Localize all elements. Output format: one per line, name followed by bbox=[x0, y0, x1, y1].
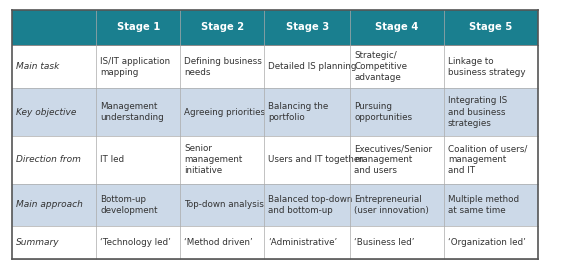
Bar bbox=[444, 45, 538, 88]
Bar bbox=[350, 184, 444, 226]
Text: ‘Method driven’: ‘Method driven’ bbox=[184, 238, 253, 247]
Text: Executives/Senior
management
and users: Executives/Senior management and users bbox=[354, 144, 433, 176]
Bar bbox=[264, 88, 350, 136]
Bar bbox=[96, 184, 180, 226]
Bar bbox=[180, 88, 264, 136]
Text: ‘Technology led’: ‘Technology led’ bbox=[100, 238, 171, 247]
Text: Stage 1: Stage 1 bbox=[117, 22, 160, 32]
Text: Summary: Summary bbox=[16, 238, 60, 247]
Text: Integrating IS
and business
strategies: Integrating IS and business strategies bbox=[448, 96, 507, 128]
Bar bbox=[180, 184, 264, 226]
Text: Stage 3: Stage 3 bbox=[286, 22, 329, 32]
Bar bbox=[12, 136, 96, 184]
Text: Top-down analysis: Top-down analysis bbox=[184, 200, 264, 209]
Text: Senior
management
initiative: Senior management initiative bbox=[184, 144, 243, 176]
Text: Detailed IS planning: Detailed IS planning bbox=[268, 62, 357, 71]
Bar bbox=[96, 226, 180, 259]
Bar bbox=[12, 88, 96, 136]
Text: Users and IT together: Users and IT together bbox=[268, 155, 363, 164]
Bar bbox=[444, 10, 538, 45]
Bar bbox=[444, 184, 538, 226]
Text: Defining business
needs: Defining business needs bbox=[184, 57, 262, 77]
Text: Multiple method
at same time: Multiple method at same time bbox=[448, 195, 519, 215]
Bar bbox=[180, 136, 264, 184]
Bar bbox=[264, 226, 350, 259]
Bar bbox=[96, 136, 180, 184]
Text: Direction from: Direction from bbox=[16, 155, 81, 164]
Text: ‘Business led’: ‘Business led’ bbox=[354, 238, 415, 247]
Bar bbox=[264, 136, 350, 184]
Bar bbox=[264, 10, 350, 45]
Bar bbox=[12, 10, 96, 45]
Bar bbox=[96, 45, 180, 88]
Bar bbox=[96, 88, 180, 136]
Bar bbox=[444, 136, 538, 184]
Bar bbox=[264, 45, 350, 88]
Text: Stage 4: Stage 4 bbox=[375, 22, 419, 32]
Bar bbox=[264, 184, 350, 226]
Bar bbox=[96, 10, 180, 45]
Text: Key objective: Key objective bbox=[16, 108, 77, 117]
Bar bbox=[180, 45, 264, 88]
Bar bbox=[350, 88, 444, 136]
Text: Management
understanding: Management understanding bbox=[100, 102, 164, 122]
Text: Main approach: Main approach bbox=[16, 200, 83, 209]
Bar bbox=[444, 88, 538, 136]
Bar bbox=[180, 226, 264, 259]
Bar bbox=[350, 10, 444, 45]
Text: Bottom-up
development: Bottom-up development bbox=[100, 195, 158, 215]
Text: Balanced top-down
and bottom-up: Balanced top-down and bottom-up bbox=[268, 195, 353, 215]
Text: Linkage to
business strategy: Linkage to business strategy bbox=[448, 57, 526, 77]
Bar bbox=[444, 226, 538, 259]
Text: Strategic/
Competitive
advantage: Strategic/ Competitive advantage bbox=[354, 51, 407, 82]
Bar bbox=[350, 226, 444, 259]
Text: Agreeing priorities: Agreeing priorities bbox=[184, 108, 265, 117]
Bar bbox=[12, 226, 96, 259]
Bar bbox=[180, 10, 264, 45]
Text: IT led: IT led bbox=[100, 155, 125, 164]
Bar bbox=[350, 45, 444, 88]
Text: ‘Organization led’: ‘Organization led’ bbox=[448, 238, 526, 247]
Bar bbox=[350, 136, 444, 184]
Text: Balancing the
portfolio: Balancing the portfolio bbox=[268, 102, 328, 122]
Text: Main task: Main task bbox=[16, 62, 60, 71]
Bar bbox=[12, 184, 96, 226]
Text: Stage 2: Stage 2 bbox=[201, 22, 244, 32]
Text: Stage 5: Stage 5 bbox=[469, 22, 513, 32]
Text: IS/IT application
mapping: IS/IT application mapping bbox=[100, 57, 171, 77]
Text: Pursuing
opportunities: Pursuing opportunities bbox=[354, 102, 413, 122]
Text: Coalition of users/
management
and IT: Coalition of users/ management and IT bbox=[448, 144, 527, 176]
Bar bbox=[12, 45, 96, 88]
Text: ‘Administrative’: ‘Administrative’ bbox=[268, 238, 337, 247]
Text: Entrepreneurial
(user innovation): Entrepreneurial (user innovation) bbox=[354, 195, 429, 215]
